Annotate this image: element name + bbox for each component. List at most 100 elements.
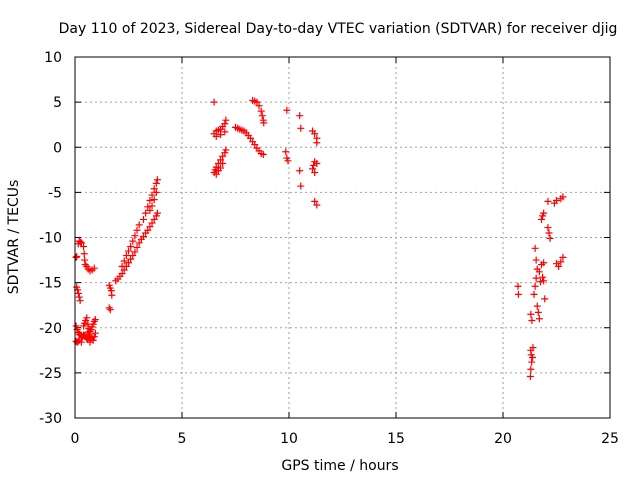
data-point <box>212 132 220 140</box>
data-point <box>311 130 319 138</box>
data-point <box>76 297 84 305</box>
data-point <box>108 291 116 299</box>
x-tick-label: 10 <box>280 431 298 447</box>
data-point <box>75 293 83 301</box>
data-point <box>296 167 304 175</box>
data-point <box>531 282 539 290</box>
data-point <box>553 196 560 204</box>
data-point <box>135 239 143 247</box>
data-point <box>535 315 543 323</box>
data-point <box>555 262 563 270</box>
data-point <box>221 128 229 136</box>
data-point <box>532 256 540 264</box>
data-point <box>251 141 259 149</box>
data-point <box>74 289 82 297</box>
data-point <box>297 124 305 132</box>
data-point <box>310 161 318 169</box>
data-point <box>540 259 548 267</box>
y-tick-label: 10 <box>44 50 62 66</box>
data-point <box>150 215 158 223</box>
data-point <box>212 170 220 178</box>
data-point <box>222 146 230 154</box>
data-point <box>217 156 225 164</box>
y-tick-label: -15 <box>39 276 62 292</box>
axis-tick-labels: -30 -25 -20 -15 -10 -5 0 5 10 0 5 10 15 20 25 <box>39 50 619 447</box>
data-point <box>557 258 565 266</box>
data-point <box>219 159 227 167</box>
data-point <box>219 152 227 160</box>
data-point <box>559 253 567 261</box>
data-point <box>152 179 160 187</box>
data-point <box>260 119 268 127</box>
data-point <box>76 238 84 246</box>
data-point <box>284 157 292 165</box>
data-point <box>313 159 321 167</box>
data-point <box>532 274 540 282</box>
x-tick-label: 15 <box>387 431 405 447</box>
data-point <box>528 317 536 325</box>
data-point <box>91 329 99 337</box>
data-point <box>144 226 152 234</box>
data-point <box>106 306 114 314</box>
data-point <box>255 102 263 110</box>
y-tick-label: -25 <box>39 366 62 382</box>
data-point <box>221 120 229 128</box>
data-point <box>122 252 130 260</box>
data-point <box>125 259 132 267</box>
y-tick-label: -30 <box>39 411 62 427</box>
data-point <box>89 336 97 344</box>
data-point <box>217 131 225 139</box>
data-point <box>309 165 317 173</box>
data-point <box>545 229 553 237</box>
data-point <box>80 250 88 258</box>
data-point <box>544 197 552 205</box>
data-point <box>142 209 150 217</box>
data-point <box>258 112 266 120</box>
data-point <box>131 248 139 256</box>
data-point <box>526 372 534 380</box>
y-tick-label: -5 <box>48 185 62 201</box>
y-tick-label: 5 <box>53 95 62 111</box>
data-point <box>313 139 321 147</box>
data-point <box>90 333 98 341</box>
data-point <box>133 243 141 251</box>
data-point <box>527 365 535 373</box>
data-point <box>146 223 154 231</box>
data-point <box>153 176 161 184</box>
data-point <box>541 295 549 303</box>
data-point <box>153 209 161 217</box>
data-point <box>514 290 522 298</box>
data-point <box>146 196 154 204</box>
data-point <box>210 98 218 106</box>
data-point <box>536 278 544 286</box>
data-point <box>514 282 522 290</box>
data-point <box>129 237 137 245</box>
data-point <box>212 163 220 171</box>
data-point <box>253 98 261 106</box>
data-point <box>297 182 305 190</box>
data-point <box>538 215 546 223</box>
data-point <box>127 243 135 251</box>
x-tick-label: 20 <box>494 431 512 447</box>
data-point <box>73 252 81 260</box>
data-point <box>91 316 99 324</box>
data-point <box>282 148 290 156</box>
data-point <box>150 185 158 193</box>
chart-title: Day 110 of 2023, Sidereal Day-to-day VTE… <box>59 21 618 37</box>
data-point <box>257 107 265 115</box>
data-point <box>81 256 89 264</box>
data-point <box>85 330 93 338</box>
data-point <box>77 338 85 346</box>
data-point <box>527 310 535 318</box>
data-point <box>311 197 319 205</box>
data-point <box>120 257 128 265</box>
data-point <box>90 264 98 272</box>
x-tick-label: 0 <box>71 431 80 447</box>
data-point <box>146 206 154 214</box>
data-point <box>105 304 113 312</box>
data-point <box>530 290 538 298</box>
y-tick-label: -20 <box>39 321 62 337</box>
data-point <box>531 244 539 252</box>
data-point <box>125 247 132 255</box>
